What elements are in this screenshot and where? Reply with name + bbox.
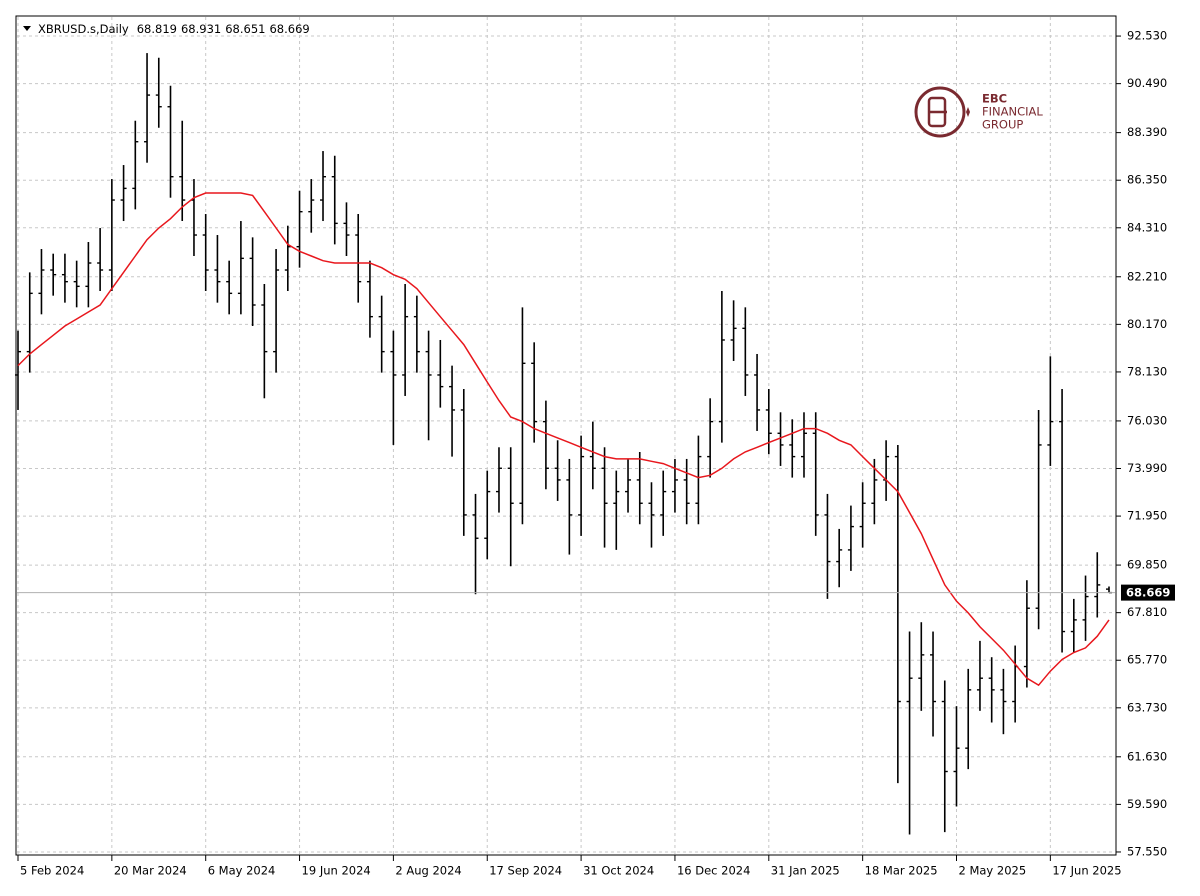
- header-low: 68.651: [225, 22, 265, 36]
- y-tick-label: 76.030: [1127, 413, 1167, 427]
- logo-line3: GROUP: [982, 118, 1023, 132]
- y-tick-label: 84.310: [1127, 220, 1167, 234]
- moving-average-line: [17, 192, 1110, 687]
- x-tick-label: 20 Mar 2024: [114, 864, 187, 878]
- y-tick-label: 69.850: [1127, 558, 1167, 572]
- current-price-box: [1121, 584, 1175, 601]
- x-tick-label: 16 Dec 2024: [677, 864, 750, 878]
- logo-ring: [914, 86, 966, 138]
- y-tick-label: 71.950: [1127, 509, 1167, 523]
- x-tick-label: 18 Mar 2025: [865, 864, 938, 878]
- y-tick-label: 57.550: [1127, 844, 1167, 858]
- y-tick-label: 65.770: [1127, 653, 1167, 667]
- logo-line1: EBC: [982, 92, 1007, 106]
- x-tick-label: 19 Jun 2024: [302, 864, 371, 878]
- y-tick-label: 92.530: [1127, 29, 1167, 43]
- y-tick-label: 90.490: [1127, 76, 1167, 90]
- y-tick-label: 86.350: [1127, 173, 1167, 187]
- x-tick-label: 17 Jun 2025: [1052, 864, 1121, 878]
- logo-star: [966, 107, 970, 117]
- x-tick-label: 6 May 2024: [208, 864, 276, 878]
- x-tick-label: 31 Jan 2025: [771, 864, 840, 878]
- symbol-title: XBRUSD.s,Daily: [38, 22, 129, 36]
- header-high: 68.931: [181, 22, 221, 36]
- x-tick-label: 5 Feb 2024: [20, 864, 84, 878]
- header-close: 68.669: [269, 22, 309, 36]
- y-tick-label: 59.590: [1127, 797, 1167, 811]
- grid-layer: [17, 17, 1115, 854]
- y-tick-label: 63.730: [1127, 700, 1167, 714]
- logo: EBC FINANCIAL GROUP: [914, 86, 1043, 138]
- y-tick-label: 61.630: [1127, 749, 1167, 763]
- x-tick-label: 2 May 2025: [958, 864, 1026, 878]
- header: XBRUSD.s,Daily 68.819 68.931 68.651 68.669: [23, 22, 310, 36]
- x-tick-label: 17 Sep 2024: [489, 864, 562, 878]
- y-tick-label: 88.390: [1127, 125, 1167, 139]
- logo-line2: FINANCIAL: [982, 105, 1043, 119]
- current-price-label: 68.669: [1126, 586, 1170, 600]
- y-tick-label: 80.170: [1127, 317, 1167, 331]
- x-tick-label: 2 Aug 2024: [395, 864, 461, 878]
- y-tick-label: 67.810: [1127, 605, 1167, 619]
- y-tick-label: 82.210: [1127, 269, 1167, 283]
- plot-frame: [15, 15, 1117, 856]
- x-tick-label: 31 Oct 2024: [583, 864, 654, 878]
- y-tick-label: 73.990: [1127, 461, 1167, 475]
- header-open: 68.819: [137, 22, 177, 36]
- header-arrow: [23, 26, 31, 31]
- header-text: XBRUSD.s,Daily 68.819 68.931 68.651 68.669: [38, 22, 310, 36]
- y-tick-label: 78.130: [1127, 364, 1167, 378]
